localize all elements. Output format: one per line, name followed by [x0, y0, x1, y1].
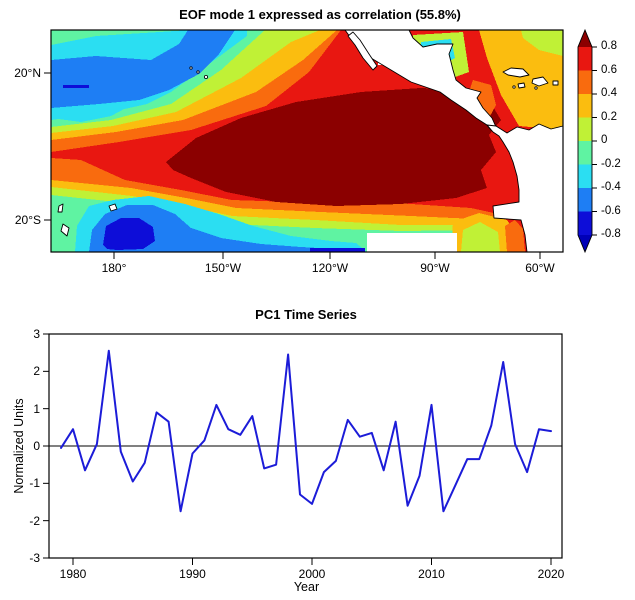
lon-tick-label: 180° [101, 261, 127, 275]
small-island [189, 66, 193, 70]
x-tick-label: 1990 [179, 567, 206, 581]
land-hispaniola [531, 76, 549, 87]
x-tick-label: 1980 [59, 567, 87, 581]
colorbar-segment-cyan [578, 164, 592, 189]
colorbar-tick-label: 0 [601, 134, 608, 146]
x-tick-label: 2020 [537, 567, 565, 581]
colorbar-tick-label: -0.6 [601, 204, 621, 217]
contour-region-yellowgreen [521, 30, 563, 56]
timeseries-title: PC1 Time Series [255, 307, 357, 322]
land-island-sw-2 [60, 223, 70, 237]
colorbar-segment-red [578, 47, 592, 71]
contour-region-yellowgreen [461, 222, 500, 252]
small-island [512, 85, 516, 89]
colorbar-tick-label: 0.2 [601, 110, 617, 123]
map-frame [50, 29, 564, 253]
colorbar-tick-label: 0.8 [601, 40, 617, 52]
lon-tick-label: 120°W [311, 261, 349, 275]
y-tick-label: 2 [33, 364, 40, 379]
lon-tick-label: 150°W [204, 261, 242, 275]
y-tick-label: -3 [29, 550, 40, 565]
colorbar-segment-mint [578, 141, 592, 165]
small-island [534, 86, 538, 90]
small-island [203, 75, 208, 80]
nodata-region [367, 233, 457, 252]
lon-tick-label: 90°W [420, 261, 450, 275]
contour-region-amber [479, 30, 563, 130]
y-tick-label: 0 [33, 439, 40, 453]
colorbar-tick-label: -0.2 [601, 157, 621, 170]
colorbar-tick-label: 0.6 [601, 63, 617, 76]
x-tick-label: 2000 [298, 567, 326, 581]
colorbar-segment-amber [578, 94, 592, 118]
y-tick-label: 1 [33, 401, 40, 416]
land-baja-california [347, 31, 378, 71]
land-jamaica [517, 82, 526, 89]
map-title: EOF mode 1 expressed as correlation (55.… [179, 7, 461, 22]
contour-region-blue [51, 30, 235, 108]
land-south-america [486, 123, 564, 253]
y-tick-label: 3 [33, 327, 40, 341]
contour-region-orange [505, 220, 525, 252]
colorbar-tick-label: -0.8 [601, 228, 621, 240]
contour-region-darkblue [103, 218, 155, 250]
colorbar-tick-label: 0.4 [601, 87, 617, 99]
map-field [51, 30, 563, 252]
colorbar-segment-blue [578, 188, 592, 212]
colorbar-bottom-arrow [578, 235, 592, 252]
land-north-central-america [344, 29, 497, 131]
lat-tick-label: 20°N [14, 66, 41, 80]
colorbar-segment-orange [578, 70, 592, 95]
map-panel: EOF mode 1 expressed as correlation (55.… [14, 7, 621, 275]
contour-region-cyan [51, 100, 141, 122]
land-puerto-rico [552, 80, 559, 86]
x-axis-label: Year [293, 580, 320, 594]
contour-region-darkblue [310, 248, 365, 252]
land-island-sw-1 [57, 203, 64, 213]
land-cuba [502, 67, 530, 78]
colorbar-tick-label: -0.4 [601, 181, 621, 193]
lon-tick-label: 60°W [525, 261, 555, 275]
colorbar-segment-darkblue [578, 211, 592, 236]
y-tick-label: -1 [29, 476, 40, 491]
colorbar-top-arrow [578, 30, 592, 47]
x-tick-label: 2010 [418, 567, 445, 581]
colorbar-segment-yellowgreen [578, 117, 592, 142]
small-island [196, 70, 200, 74]
pc1-line [60, 349, 552, 513]
eof-correlation-map [44, 28, 597, 259]
contour-region-maroon [166, 88, 501, 206]
y-tick-label: -2 [29, 513, 40, 528]
pc1-timeseries-chart [43, 333, 563, 565]
contour-region-darkblue [63, 85, 89, 88]
land-island-sw-3 [108, 203, 118, 212]
lat-tick-label: 20°S [14, 213, 41, 227]
land-layer [57, 29, 564, 253]
contour-region-blue [89, 205, 356, 252]
